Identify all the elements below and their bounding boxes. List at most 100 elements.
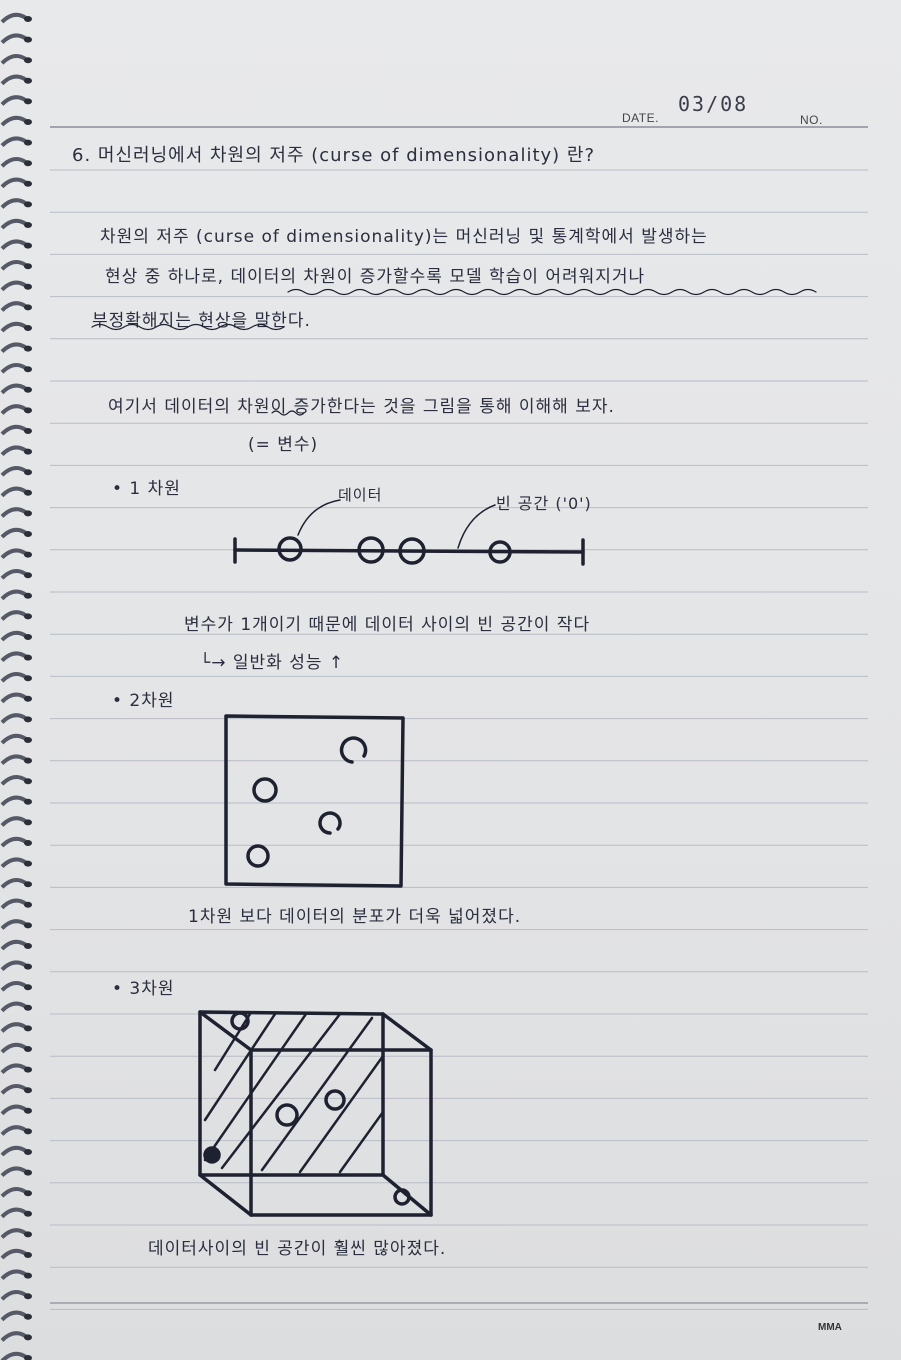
spiral-ring bbox=[0, 898, 28, 910]
spiral-ring bbox=[0, 1331, 28, 1342]
spiral-ring bbox=[0, 1166, 28, 1178]
spiral-hole bbox=[24, 860, 32, 867]
para-line-3: 부정확해지는 현상을 말한다. bbox=[92, 311, 311, 331]
spiral-hole bbox=[24, 16, 32, 22]
spiral-ring bbox=[0, 466, 28, 477]
spiral-hole bbox=[24, 489, 32, 496]
spiral-hole bbox=[24, 695, 32, 702]
intro-line: 여기서 데이터의 차원이 증가한다는 것을 그림을 통해 이해해 보자. bbox=[108, 397, 615, 417]
dim3-caption: 데이터사이의 빈 공간이 훨씬 많아졌다. bbox=[148, 1239, 447, 1259]
spiral-hole bbox=[24, 242, 32, 249]
spiral-hole bbox=[24, 1293, 32, 1300]
spiral-ring bbox=[0, 548, 28, 560]
spiral-hole bbox=[24, 1252, 32, 1258]
spiral-ring bbox=[0, 1290, 28, 1301]
spiral-ring bbox=[0, 12, 28, 24]
spiral-hole bbox=[24, 469, 32, 476]
spiral-ring bbox=[0, 692, 28, 704]
spiral-ring bbox=[0, 95, 28, 106]
spiral-hole bbox=[24, 366, 32, 373]
spiral-ring bbox=[0, 919, 28, 930]
spiral-hole bbox=[24, 901, 32, 908]
date-value: 03/08 bbox=[678, 92, 749, 116]
spiral-hole bbox=[24, 1128, 32, 1135]
spiral-hole bbox=[24, 345, 32, 352]
spiral-ring bbox=[0, 280, 28, 292]
spiral-ring bbox=[0, 136, 28, 148]
spiral-hole bbox=[24, 922, 32, 929]
spiral-hole bbox=[24, 77, 32, 84]
spiral-hole bbox=[24, 1046, 32, 1052]
spiral-hole bbox=[24, 613, 32, 620]
spiral-hole bbox=[24, 1231, 32, 1238]
spiral-hole bbox=[24, 963, 32, 970]
spiral-ring bbox=[0, 1228, 28, 1239]
spiral-ring bbox=[0, 198, 28, 209]
spiral-ring bbox=[0, 115, 28, 127]
spiral-ring bbox=[0, 610, 28, 621]
spiral-hole bbox=[24, 160, 32, 167]
spiral-ring bbox=[0, 569, 28, 580]
spiral-hole bbox=[24, 572, 32, 579]
spiral-hole bbox=[24, 119, 32, 125]
spiral-ring bbox=[0, 795, 28, 807]
spiral-hole bbox=[24, 1107, 32, 1114]
spiral-hole bbox=[24, 263, 32, 270]
spiral-ring bbox=[0, 301, 28, 312]
dim1-label-data: 데이터 bbox=[338, 486, 383, 504]
intro-note: (= 변수) bbox=[248, 435, 319, 455]
spiral-hole bbox=[24, 386, 32, 393]
spiral-ring bbox=[0, 507, 28, 518]
spiral-ring bbox=[0, 342, 28, 354]
spiral-ring bbox=[0, 651, 28, 663]
spiral-hole bbox=[24, 798, 32, 805]
spiral-ring bbox=[0, 1084, 28, 1095]
spiral-ring bbox=[0, 775, 28, 786]
spiral-hole bbox=[24, 180, 32, 187]
spiral-hole bbox=[24, 1149, 32, 1155]
spiral-ring bbox=[0, 1001, 28, 1013]
spiral-ring bbox=[0, 321, 28, 333]
spiral-hole bbox=[24, 36, 32, 43]
spiral-ring bbox=[0, 527, 28, 539]
dim1-caption-1: 변수가 1개이기 때문에 데이터 사이의 빈 공간이 작다 bbox=[184, 615, 591, 635]
spiral-hole bbox=[24, 139, 32, 146]
spiral-ring bbox=[0, 589, 28, 601]
spiral-hole bbox=[24, 757, 32, 764]
spiral-ring bbox=[0, 260, 28, 271]
spiral-ring bbox=[0, 33, 28, 45]
dim3-heading: • 3차원 bbox=[112, 979, 175, 999]
spiral-hole bbox=[24, 778, 32, 785]
spiral-ring bbox=[0, 74, 28, 86]
spiral-ring bbox=[0, 1187, 28, 1198]
spiral-ring bbox=[0, 424, 28, 436]
brand-mark: MMA bbox=[818, 1322, 842, 1333]
spiral-hole bbox=[24, 1190, 32, 1197]
spiral-hole bbox=[24, 840, 32, 846]
spiral-hole bbox=[24, 510, 32, 517]
spiral-ring bbox=[0, 1125, 28, 1136]
spiral-hole bbox=[24, 57, 32, 64]
spiral-hole bbox=[24, 1355, 32, 1360]
spiral-ring bbox=[0, 981, 28, 992]
spiral-hole bbox=[24, 716, 32, 723]
spiral-hole bbox=[24, 592, 32, 599]
spiral-hole bbox=[24, 675, 32, 682]
spiral-binding bbox=[0, 12, 32, 1360]
spiral-ring bbox=[0, 404, 28, 415]
spiral-hole bbox=[24, 943, 32, 949]
spiral-hole bbox=[24, 531, 32, 537]
spiral-hole bbox=[24, 1334, 32, 1341]
spiral-ring bbox=[0, 733, 28, 745]
spiral-hole bbox=[24, 407, 32, 414]
spiral-ring bbox=[0, 878, 28, 889]
spiral-ring bbox=[0, 177, 28, 189]
spiral-ring bbox=[0, 1351, 28, 1360]
spiral-hole bbox=[24, 1004, 32, 1011]
spiral-ring bbox=[0, 1269, 28, 1281]
spiral-hole bbox=[24, 1025, 32, 1032]
spiral-hole bbox=[24, 634, 32, 640]
spiral-hole bbox=[24, 819, 32, 826]
date-label: DATE. bbox=[622, 111, 659, 125]
